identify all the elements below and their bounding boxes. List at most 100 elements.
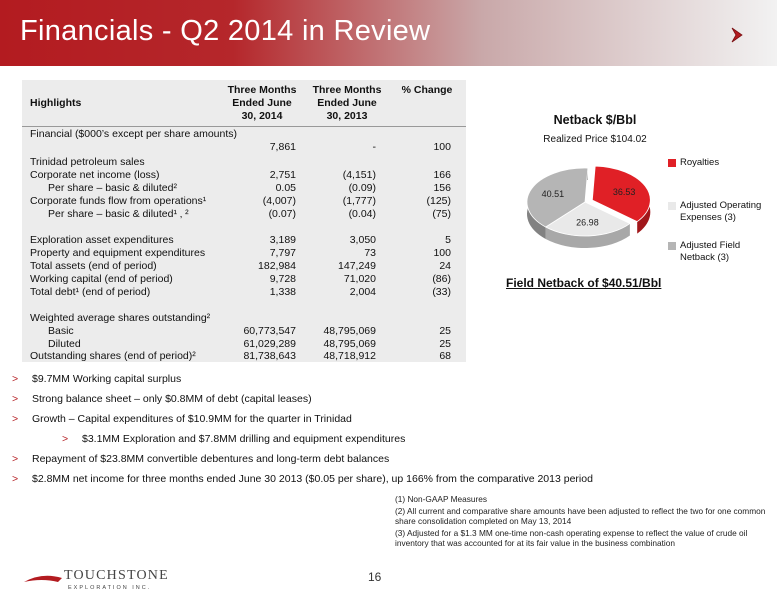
value-2014: 3,189 bbox=[269, 234, 296, 246]
page-title: Financials - Q2 2014 in Review bbox=[20, 15, 431, 47]
legend-swatch bbox=[668, 159, 676, 167]
bullet-text: Repayment of $23.8MM convertible debentu… bbox=[32, 453, 390, 465]
row-label: Per share – basic & diluted¹ ‚ ² bbox=[48, 208, 189, 220]
footnote: (3) Adjusted for a $1.3 MM one-time non-… bbox=[395, 527, 748, 549]
header-col-2013-line: 30, 2013 bbox=[326, 110, 368, 122]
table-row: Working capital (end of period) 9,728 71,0… bbox=[22, 273, 466, 286]
legend-label: Royalties bbox=[680, 157, 720, 168]
pie-slice bbox=[591, 165, 651, 223]
value-2013: (1,777) bbox=[342, 195, 376, 207]
touchstone-logo: TOUCHSTONE EXPLORATION INC. bbox=[24, 568, 168, 591]
title-bar: Financials - Q2 2014 in Review bbox=[0, 0, 777, 66]
chart-subtitle: Realized Price $104.02 bbox=[543, 134, 647, 145]
value-change: 100 bbox=[433, 141, 451, 153]
bullet-text: Growth – Capital expenditures of $10.9MM… bbox=[32, 413, 352, 425]
table-row: Weighted average shares outstanding² bbox=[22, 312, 466, 325]
svg-text:EXPLORATION INC.: EXPLORATION INC. bbox=[68, 585, 151, 591]
header-col-2013: Three Months Ended June 30, 2013 bbox=[302, 84, 392, 123]
value-2014: (4,007) bbox=[262, 195, 296, 207]
value-2013: 48,795,069 bbox=[323, 338, 376, 350]
pie-slice bbox=[544, 201, 631, 237]
table-row bbox=[22, 299, 466, 312]
header-change: % Change bbox=[401, 84, 453, 96]
value-2014: 1,338 bbox=[269, 286, 296, 298]
value-2013: - bbox=[372, 141, 377, 153]
table-row: Per share – basic & diluted¹ ‚ ² (0.07) (0… bbox=[22, 208, 466, 221]
row-label: Outstanding shares (end of period)² bbox=[30, 350, 196, 362]
row-label: Financial ($000’s except per share amoun… bbox=[30, 128, 238, 140]
table-row: 7,861 - 100 bbox=[22, 141, 466, 154]
bullet-marker: > bbox=[12, 473, 19, 485]
netback-caption: Field Netback of $40.51/Bbl bbox=[506, 276, 662, 290]
value-2013: (4,151) bbox=[342, 169, 376, 181]
table-row: Property and equipment expenditures 7,797… bbox=[22, 247, 466, 260]
value-2013: 71,020 bbox=[343, 273, 376, 285]
row-label: Diluted bbox=[48, 338, 81, 350]
pie-data-label: 40.51 bbox=[542, 189, 565, 199]
value-2014: 61,029,289 bbox=[243, 338, 296, 350]
table-row: Corporate funds flow from operations¹ (4,… bbox=[22, 195, 466, 208]
value-change: 24 bbox=[439, 260, 451, 272]
bullet-marker: > bbox=[12, 453, 19, 465]
value-2014: 0.05 bbox=[275, 182, 296, 194]
bullet-text: $2.8MM net income for three months ended… bbox=[32, 473, 593, 485]
row-label: Total debt¹ (end of period) bbox=[30, 286, 151, 298]
pie-slice-side bbox=[545, 223, 630, 248]
footnote: (2) All current and comparative share am… bbox=[395, 505, 766, 527]
footnotes: (1) Non-GAAP Measures (2) All current and… bbox=[395, 494, 775, 550]
value-2014: 60,773,547 bbox=[243, 325, 296, 337]
value-2014: 7,861 bbox=[269, 141, 296, 153]
value-change: 166 bbox=[433, 169, 451, 181]
table-row: Exploration asset expenditures 3,189 3,050… bbox=[22, 234, 466, 247]
row-label: Weighted average shares outstanding² bbox=[30, 312, 211, 324]
value-2014: (0.07) bbox=[268, 208, 296, 220]
bullet-marker: > bbox=[62, 433, 69, 445]
value-2013: (0.09) bbox=[348, 182, 376, 194]
value-change: (86) bbox=[432, 273, 451, 285]
header-col-2014-line: 30, 2014 bbox=[241, 110, 283, 122]
pie-slice bbox=[526, 167, 589, 228]
header-col-2014-line: Three Months bbox=[227, 84, 297, 96]
value-change: 25 bbox=[439, 338, 451, 350]
header-col-2014: Three Months Ended June 30, 2014 bbox=[217, 84, 307, 123]
value-2013: 48,718,912 bbox=[323, 350, 376, 362]
header-col-2014-line: Ended June bbox=[232, 97, 292, 109]
bullet-marker: > bbox=[12, 413, 19, 425]
value-change: 25 bbox=[439, 325, 451, 337]
row-label: Corporate funds flow from operations¹ bbox=[30, 195, 207, 207]
value-2014: 9,728 bbox=[269, 273, 296, 285]
value-change: (75) bbox=[432, 208, 451, 220]
chevron-right-icon[interactable] bbox=[728, 26, 746, 44]
value-change: 100 bbox=[433, 247, 451, 259]
row-label: Exploration asset expenditures bbox=[30, 234, 174, 246]
netback-pie-chart: 36.53 26.98 40.51 bbox=[526, 165, 651, 248]
legend-label: Adjusted Operating Expenses (3) bbox=[680, 200, 762, 223]
header-highlights: Highlights bbox=[30, 97, 82, 109]
pie-data-label: 36.53 bbox=[613, 187, 636, 197]
value-2013: 2,004 bbox=[349, 286, 376, 298]
value-change: (33) bbox=[432, 286, 451, 298]
header-col-2013-line: Three Months bbox=[312, 84, 382, 96]
row-label: Basic bbox=[48, 325, 74, 337]
value-change: (125) bbox=[426, 195, 451, 207]
bullet-text: $9.7MM Working capital surplus bbox=[32, 373, 182, 385]
value-2013: 73 bbox=[364, 247, 376, 259]
row-label: Property and equipment expenditures bbox=[30, 247, 206, 259]
legend-swatch bbox=[668, 242, 676, 250]
table-row: Trinidad petroleum sales bbox=[22, 156, 466, 169]
value-2014: 182,984 bbox=[258, 260, 296, 272]
value-2014: 81,738,643 bbox=[243, 350, 296, 362]
value-2013: 3,050 bbox=[349, 234, 376, 246]
value-change: 5 bbox=[445, 234, 451, 246]
row-label: Per share – basic & diluted² bbox=[48, 182, 177, 194]
table-row: Total assets (end of period) 182,984 147,2… bbox=[22, 260, 466, 273]
row-label: Corporate net income (loss) bbox=[30, 169, 160, 181]
bullet-marker: > bbox=[12, 393, 19, 405]
row-label: Trinidad petroleum sales bbox=[30, 156, 145, 168]
highlights-table: Highlights Three Months Ended June 30, 2… bbox=[22, 80, 466, 362]
pie-data-label: 26.98 bbox=[576, 217, 599, 227]
value-change: 68 bbox=[439, 350, 451, 362]
table-row: Corporate net income (loss) 2,751 (4,151) 1… bbox=[22, 169, 466, 182]
table-row: Outstanding shares (end of period)² 81,73… bbox=[22, 350, 466, 363]
row-label: Working capital (end of period) bbox=[30, 273, 173, 285]
